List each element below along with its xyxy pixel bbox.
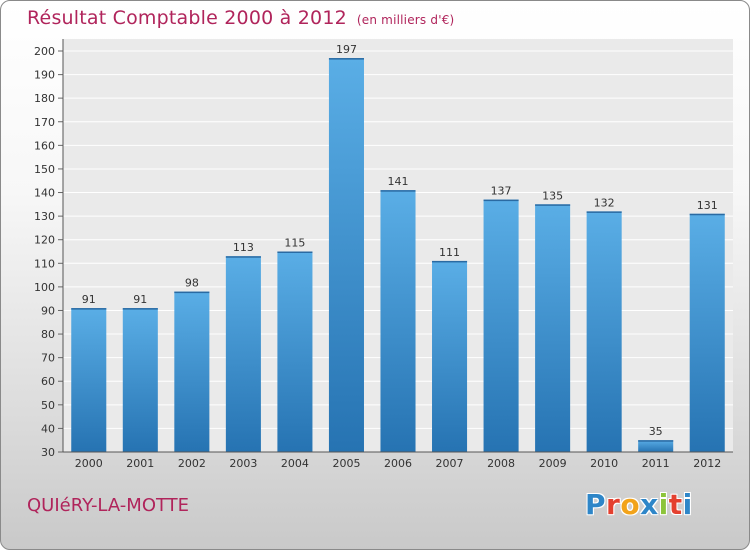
bar — [638, 440, 674, 452]
axes: 30 40 50 60 70 80 90 100 110 120 130 140 150 160 170 18… — [34, 39, 733, 470]
bar — [586, 211, 622, 452]
logo-letter: o — [620, 488, 641, 521]
bar-top-edge — [483, 199, 519, 202]
bar-value-label: 137 — [491, 185, 512, 198]
x-tick-label: 2005 — [332, 457, 360, 470]
bar-top-edge — [225, 256, 261, 258]
chart-subtitle: (en milliers d'€) — [356, 13, 455, 27]
bar — [689, 213, 725, 452]
x-tick-label: 2000 — [75, 457, 103, 470]
bar — [535, 204, 571, 452]
x-tick-label: 2008 — [487, 457, 515, 470]
bar-top-edge — [328, 58, 364, 60]
bar-top-edge — [174, 291, 210, 294]
x-tick-label: 2011 — [642, 457, 670, 470]
bar — [380, 190, 416, 452]
logo-letter: i — [658, 488, 669, 521]
bar-top-edge — [122, 308, 158, 310]
y-tick-label: 180 — [34, 92, 55, 105]
x-tick-label: 2012 — [693, 457, 721, 470]
logo-letter: t — [668, 488, 683, 521]
y-tick-label: 100 — [34, 281, 55, 294]
y-tick-label: 40 — [41, 422, 55, 435]
y-tick-label: 160 — [34, 139, 55, 152]
bar-top-edge — [380, 190, 416, 192]
bar-value-label: 115 — [284, 237, 305, 250]
y-tick-label: 140 — [34, 187, 55, 200]
bar-top-edge — [71, 308, 107, 310]
x-tick-label: 2004 — [281, 457, 309, 470]
y-tick-label: 190 — [34, 69, 55, 82]
bar — [277, 251, 313, 452]
y-tick-label: 70 — [41, 352, 55, 365]
x-tick-label: 2002 — [178, 457, 206, 470]
bar-value-label: 91 — [82, 293, 96, 306]
bar-top-edge — [638, 440, 674, 442]
x-tick-label: 2010 — [590, 457, 618, 470]
bar-value-label: 91 — [133, 293, 147, 306]
y-tick-label: 170 — [34, 116, 55, 129]
bar-value-label: 197 — [336, 43, 357, 56]
data-labels: 91 91 98 113 115 197 141 111 137 135 132 35 131 — [82, 43, 718, 438]
x-tick-label: 2007 — [436, 457, 464, 470]
logo-letter: r — [606, 488, 621, 521]
y-tick-label: 150 — [34, 163, 55, 176]
y-tick-label: 30 — [41, 446, 55, 459]
bar-value-label: 113 — [233, 241, 254, 254]
y-tick-label: 80 — [41, 328, 55, 341]
bar-top-edge — [277, 251, 313, 253]
bar-value-label: 141 — [388, 175, 409, 188]
bar-value-label: 132 — [594, 196, 615, 209]
logo-letter: P — [585, 488, 607, 521]
bar-value-label: 35 — [649, 425, 663, 438]
chart-title-text: Résultat Comptable 2000 à 2012 — [27, 7, 347, 29]
bars — [71, 58, 725, 452]
bar — [174, 291, 210, 452]
y-tick-label: 50 — [41, 399, 55, 412]
proxiti-logo: Proxiti — [585, 488, 693, 521]
y-tick-label: 60 — [41, 375, 55, 388]
bar-top-edge — [535, 204, 571, 206]
y-tick-label: 130 — [34, 210, 55, 223]
bar-top-edge — [689, 213, 725, 216]
x-tick-label: 2001 — [126, 457, 154, 470]
y-tick-label: 110 — [34, 257, 55, 270]
bar-value-label: 98 — [185, 277, 199, 290]
logo-letter: x — [640, 488, 659, 521]
logo-letter: i — [682, 488, 693, 521]
x-tick-label: 2003 — [229, 457, 257, 470]
bar-top-edge — [586, 211, 622, 213]
y-tick-label: 90 — [41, 304, 55, 317]
commune-name: QUIéRY-LA-MOTTE — [27, 495, 190, 516]
chart-title: Résultat Comptable 2000 à 2012 (en millie… — [27, 7, 454, 29]
bar-value-label: 135 — [542, 189, 563, 202]
bar — [432, 260, 468, 452]
y-tick-label: 120 — [34, 234, 55, 247]
y-tick-label: 200 — [34, 45, 55, 58]
bar — [483, 199, 519, 452]
bar-value-label: 131 — [697, 199, 718, 212]
bar — [328, 58, 364, 452]
bar-top-edge — [432, 260, 468, 263]
x-tick-label: 2006 — [384, 457, 412, 470]
bar-value-label: 111 — [439, 246, 460, 259]
bar — [71, 308, 107, 452]
bar — [122, 308, 158, 452]
x-tick-label: 2009 — [539, 457, 567, 470]
bar — [225, 256, 261, 452]
